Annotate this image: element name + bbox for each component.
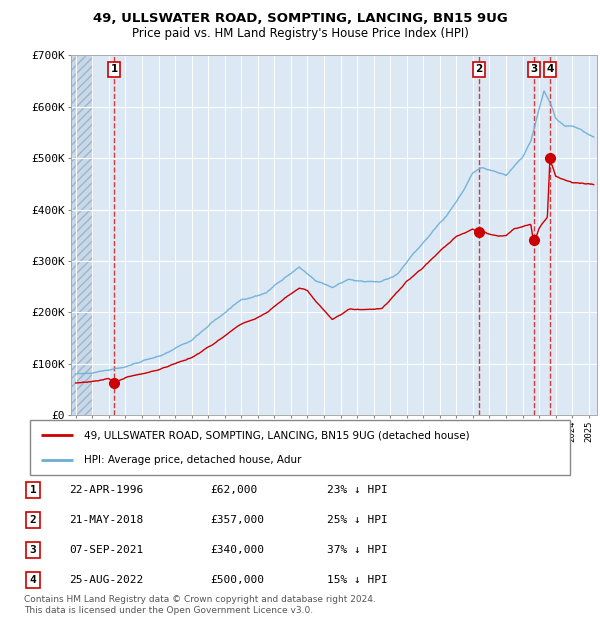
Text: 21-MAY-2018: 21-MAY-2018 xyxy=(69,515,143,525)
Text: £357,000: £357,000 xyxy=(210,515,264,525)
Text: 07-SEP-2021: 07-SEP-2021 xyxy=(69,545,143,555)
FancyBboxPatch shape xyxy=(30,420,570,475)
Text: £500,000: £500,000 xyxy=(210,575,264,585)
Text: 25-AUG-2022: 25-AUG-2022 xyxy=(69,575,143,585)
Text: 4: 4 xyxy=(546,64,554,74)
Text: 22-APR-1996: 22-APR-1996 xyxy=(69,485,143,495)
Text: 37% ↓ HPI: 37% ↓ HPI xyxy=(327,545,388,555)
Text: Contains HM Land Registry data © Crown copyright and database right 2024.: Contains HM Land Registry data © Crown c… xyxy=(24,595,376,604)
Text: 3: 3 xyxy=(29,545,37,555)
Bar xyxy=(71,55,92,415)
Text: Price paid vs. HM Land Registry's House Price Index (HPI): Price paid vs. HM Land Registry's House … xyxy=(131,27,469,40)
Text: 2: 2 xyxy=(29,515,37,525)
Text: 23% ↓ HPI: 23% ↓ HPI xyxy=(327,485,388,495)
Text: 1: 1 xyxy=(110,64,118,74)
Text: HPI: Average price, detached house, Adur: HPI: Average price, detached house, Adur xyxy=(84,455,302,465)
Text: £62,000: £62,000 xyxy=(210,485,257,495)
Text: 1: 1 xyxy=(29,485,37,495)
Text: 49, ULLSWATER ROAD, SOMPTING, LANCING, BN15 9UG (detached house): 49, ULLSWATER ROAD, SOMPTING, LANCING, B… xyxy=(84,430,470,440)
Text: 15% ↓ HPI: 15% ↓ HPI xyxy=(327,575,388,585)
Bar xyxy=(71,55,92,415)
Text: 25% ↓ HPI: 25% ↓ HPI xyxy=(327,515,388,525)
Text: 4: 4 xyxy=(29,575,37,585)
Text: 3: 3 xyxy=(530,64,538,74)
Text: 49, ULLSWATER ROAD, SOMPTING, LANCING, BN15 9UG: 49, ULLSWATER ROAD, SOMPTING, LANCING, B… xyxy=(92,12,508,25)
Text: 2: 2 xyxy=(476,64,483,74)
Text: This data is licensed under the Open Government Licence v3.0.: This data is licensed under the Open Gov… xyxy=(24,606,313,615)
Text: £340,000: £340,000 xyxy=(210,545,264,555)
